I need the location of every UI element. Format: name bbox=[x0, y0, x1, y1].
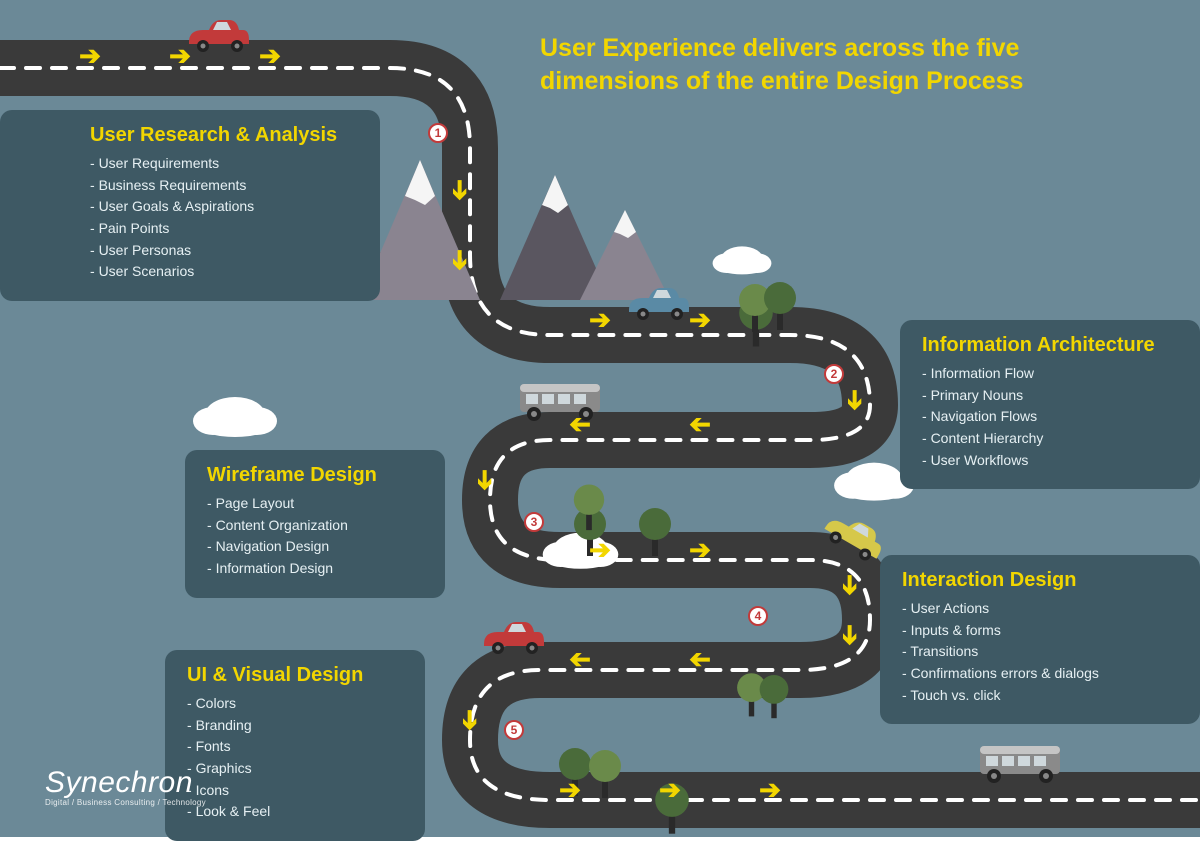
list-item: Confirmations errors & dialogs bbox=[902, 663, 1178, 685]
direction-arrow-icon: ➔ bbox=[445, 249, 476, 271]
direction-arrow-icon: ➔ bbox=[689, 535, 711, 566]
list-item: User Goals & Aspirations bbox=[90, 196, 358, 218]
direction-arrow-icon: ➔ bbox=[835, 624, 866, 646]
section-list: ColorsBrandingFontsGraphicsIconsLook & F… bbox=[187, 693, 403, 823]
list-item: Touch vs. click bbox=[902, 685, 1178, 707]
road-marker-4: 4 bbox=[748, 606, 768, 626]
direction-arrow-icon: ➔ bbox=[470, 469, 501, 491]
direction-arrow-icon: ➔ bbox=[759, 775, 781, 806]
list-item: Branding bbox=[187, 715, 403, 737]
road-marker-2: 2 bbox=[824, 364, 844, 384]
direction-arrow-icon: ➔ bbox=[79, 41, 101, 72]
section-heading: User Research & Analysis bbox=[90, 124, 358, 147]
section-list: User ActionsInputs & formsTransitionsCon… bbox=[902, 598, 1178, 706]
road-marker-5: 5 bbox=[504, 720, 524, 740]
list-item: Colors bbox=[187, 693, 403, 715]
direction-arrow-icon: ➔ bbox=[689, 410, 711, 441]
list-item: Look & Feel bbox=[187, 801, 403, 823]
list-item: Business Requirements bbox=[90, 175, 358, 197]
logo: Synechron Digital / Business Consulting … bbox=[45, 766, 206, 807]
logo-brand: Synechron bbox=[45, 766, 206, 800]
section-interaction: Interaction Design User ActionsInputs & f… bbox=[880, 555, 1200, 724]
direction-arrow-icon: ➔ bbox=[835, 574, 866, 596]
direction-arrow-icon: ➔ bbox=[689, 305, 711, 336]
section-visual: UI & Visual Design ColorsBrandingFontsGra… bbox=[165, 650, 425, 841]
direction-arrow-icon: ➔ bbox=[445, 179, 476, 201]
section-research: User Research & Analysis User Requirement… bbox=[0, 110, 380, 301]
section-heading: Wireframe Design bbox=[207, 464, 423, 487]
direction-arrow-icon: ➔ bbox=[559, 775, 581, 806]
list-item: User Workflows bbox=[922, 450, 1178, 472]
list-item: Inputs & forms bbox=[902, 620, 1178, 642]
list-item: Navigation Flows bbox=[922, 406, 1178, 428]
road-marker-1: 1 bbox=[428, 123, 448, 143]
list-item: User Actions bbox=[902, 598, 1178, 620]
list-item: Content Hierarchy bbox=[922, 428, 1178, 450]
direction-arrow-icon: ➔ bbox=[840, 389, 871, 411]
road-marker-3: 3 bbox=[524, 512, 544, 532]
list-item: Content Organization bbox=[207, 515, 423, 537]
section-ia: Information Architecture Information Flow… bbox=[900, 320, 1200, 489]
direction-arrow-icon: ➔ bbox=[569, 645, 591, 676]
list-item: Icons bbox=[187, 780, 403, 802]
direction-arrow-icon: ➔ bbox=[659, 775, 681, 806]
list-item: User Requirements bbox=[90, 153, 358, 175]
section-wireframe: Wireframe Design Page LayoutContent Organ… bbox=[185, 450, 445, 598]
section-heading: Information Architecture bbox=[922, 334, 1178, 357]
list-item: Navigation Design bbox=[207, 536, 423, 558]
section-list: User RequirementsBusiness RequirementsUs… bbox=[90, 153, 358, 283]
direction-arrow-icon: ➔ bbox=[589, 305, 611, 336]
direction-arrow-icon: ➔ bbox=[689, 645, 711, 676]
list-item: Information Design bbox=[207, 558, 423, 580]
section-list: Page LayoutContent OrganizationNavigatio… bbox=[207, 493, 423, 580]
direction-arrow-icon: ➔ bbox=[569, 410, 591, 441]
section-list: Information FlowPrimary NounsNavigation … bbox=[922, 363, 1178, 471]
logo-tagline: Digital / Business Consulting / Technolo… bbox=[45, 798, 206, 807]
list-item: Fonts bbox=[187, 736, 403, 758]
list-item: User Scenarios bbox=[90, 261, 358, 283]
section-heading: UI & Visual Design bbox=[187, 664, 403, 687]
list-item: Graphics bbox=[187, 758, 403, 780]
list-item: Page Layout bbox=[207, 493, 423, 515]
direction-arrow-icon: ➔ bbox=[455, 709, 486, 731]
direction-arrow-icon: ➔ bbox=[589, 535, 611, 566]
list-item: Information Flow bbox=[922, 363, 1178, 385]
direction-arrow-icon: ➔ bbox=[169, 41, 191, 72]
list-item: Pain Points bbox=[90, 218, 358, 240]
section-heading: Interaction Design bbox=[902, 569, 1178, 592]
list-item: Transitions bbox=[902, 641, 1178, 663]
direction-arrow-icon: ➔ bbox=[259, 41, 281, 72]
list-item: Primary Nouns bbox=[922, 385, 1178, 407]
page-title: User Experience delivers across the five… bbox=[540, 32, 1120, 97]
list-item: User Personas bbox=[90, 240, 358, 262]
